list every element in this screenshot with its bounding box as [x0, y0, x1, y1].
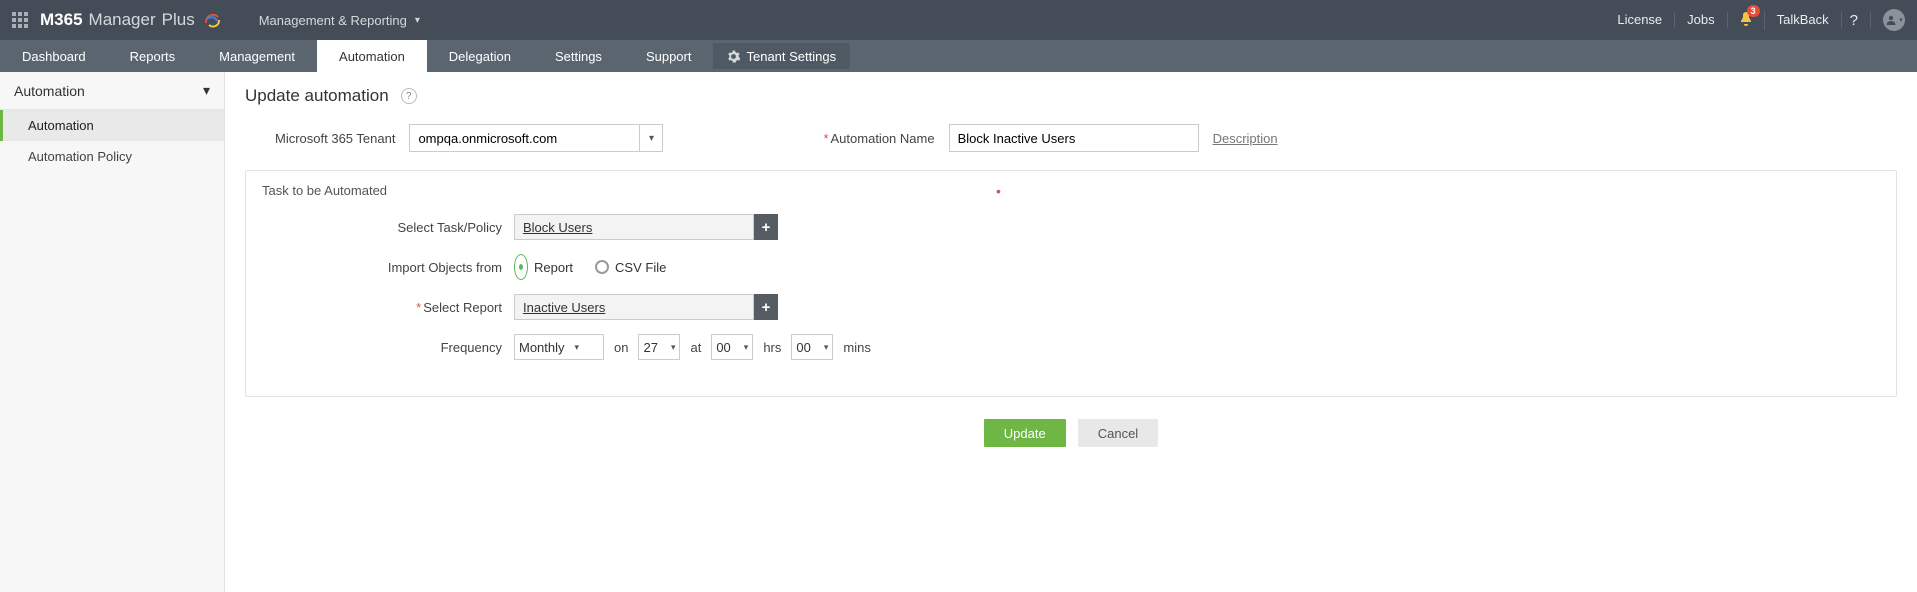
brand-logo: M365 Manager Plus [40, 10, 221, 30]
tenant-input[interactable] [409, 124, 639, 152]
help-icon[interactable]: ? [1842, 12, 1866, 29]
update-button[interactable]: Update [984, 419, 1066, 447]
talkback-link[interactable]: TalkBack [1765, 12, 1842, 28]
select-report-field[interactable]: Inactive Users [514, 294, 754, 320]
radio-selected-icon [514, 254, 528, 280]
hour-value: 00 [716, 340, 730, 355]
radio-unselected-icon [595, 260, 609, 274]
collapse-icon: ▾ [203, 82, 210, 99]
jobs-link[interactable]: Jobs [1675, 12, 1727, 28]
chevron-down-icon: ▾ [667, 342, 676, 353]
import-objects-label: Import Objects from [322, 260, 502, 275]
context-dropdown[interactable]: Management & Reporting ▾ [259, 13, 420, 28]
tab-dashboard[interactable]: Dashboard [0, 40, 108, 72]
minute-value: 00 [796, 340, 810, 355]
frequency-label: Frequency [322, 340, 502, 355]
tenant-label: Microsoft 365 Tenant [275, 131, 395, 146]
user-avatar[interactable]: ▾ [1883, 9, 1905, 31]
license-link[interactable]: License [1605, 12, 1675, 28]
at-label: at [690, 340, 701, 355]
chevron-down-icon: ▾ [820, 342, 829, 353]
tab-management[interactable]: Management [197, 40, 317, 72]
tab-reports[interactable]: Reports [108, 40, 198, 72]
add-task-button[interactable]: + [754, 214, 778, 240]
tenant-caret-button[interactable]: ▾ [639, 124, 663, 152]
page-title: Update automation [245, 86, 389, 106]
tenant-dropdown[interactable]: ▾ [409, 124, 663, 152]
select-task-label: Select Task/Policy [322, 220, 502, 235]
chevron-down-icon: ▾ [1899, 16, 1903, 24]
hrs-label: hrs [763, 340, 781, 355]
hour-select[interactable]: 00 ▾ [711, 334, 753, 360]
minute-select[interactable]: 00 ▾ [791, 334, 833, 360]
context-dropdown-label: Management & Reporting [259, 13, 407, 28]
sidebar-item-automation-policy[interactable]: Automation Policy [0, 141, 224, 172]
sidebar-header-label: Automation [14, 83, 85, 99]
import-csv-radio[interactable]: CSV File [595, 260, 666, 275]
chevron-down-icon: ▾ [740, 342, 749, 353]
sidebar-item-automation[interactable]: Automation [0, 110, 224, 141]
mins-label: mins [843, 340, 870, 355]
tab-settings[interactable]: Settings [533, 40, 624, 72]
task-section-title: Task to be Automated [262, 183, 1880, 198]
import-report-label: Report [534, 260, 573, 275]
notifications-button[interactable]: 3 [1728, 11, 1765, 30]
brand-plus: Plus [162, 10, 195, 30]
gear-icon [727, 50, 740, 63]
select-task-field[interactable]: Block Users [514, 214, 754, 240]
required-indicator: • [996, 183, 1001, 199]
tab-automation[interactable]: Automation [317, 40, 427, 72]
app-launcher-icon[interactable] [12, 12, 28, 28]
add-report-button[interactable]: + [754, 294, 778, 320]
frequency-select[interactable]: Monthly ▾ [514, 334, 604, 360]
brand-swirl-icon [203, 11, 221, 29]
day-value: 27 [643, 340, 657, 355]
tenant-settings-label: Tenant Settings [746, 49, 836, 64]
select-report-label: *Select Report [322, 300, 502, 315]
description-link[interactable]: Description [1213, 131, 1278, 146]
tenant-settings-button[interactable]: Tenant Settings [713, 43, 850, 69]
import-csv-label: CSV File [615, 260, 666, 275]
tab-delegation[interactable]: Delegation [427, 40, 533, 72]
cancel-button[interactable]: Cancel [1078, 419, 1158, 447]
user-icon [1885, 14, 1897, 26]
chevron-down-icon: ▾ [571, 342, 580, 353]
frequency-value: Monthly [519, 340, 565, 355]
on-label: on [614, 340, 628, 355]
day-select[interactable]: 27 ▾ [638, 334, 680, 360]
automation-name-label: *Automation Name [823, 131, 934, 146]
import-report-radio[interactable]: Report [514, 254, 573, 280]
notification-badge: 3 [1747, 5, 1760, 17]
sidebar-header[interactable]: Automation ▾ [0, 72, 224, 110]
tab-support[interactable]: Support [624, 40, 714, 72]
brand-manager: Manager [89, 10, 156, 30]
chevron-down-icon: ▾ [415, 15, 420, 26]
page-help-icon[interactable]: ? [401, 88, 417, 104]
automation-name-input[interactable] [949, 124, 1199, 152]
brand-m365: M365 [40, 10, 83, 30]
